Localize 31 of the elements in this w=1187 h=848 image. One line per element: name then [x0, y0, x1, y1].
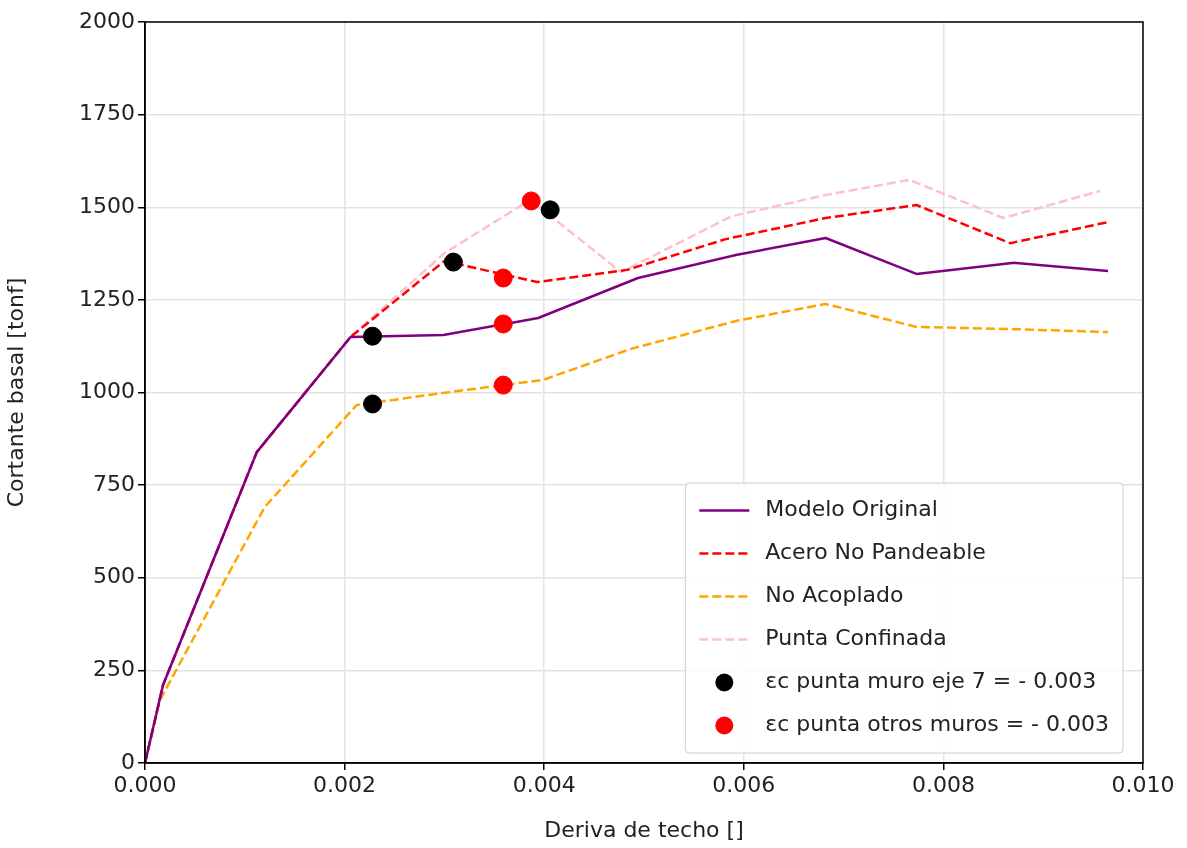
x-tick-label: 0.004 [512, 771, 576, 797]
point [521, 191, 541, 211]
x-tick-label: 0.002 [313, 771, 377, 797]
y-axis-title: Cortante basal [tonf] [2, 277, 28, 508]
y-tick-label: 500 [93, 563, 135, 589]
x-axis-title: Deriva de techo [] [544, 816, 744, 842]
x-tick-label: 0.008 [911, 771, 975, 797]
y-tick-label: 250 [93, 656, 135, 682]
point [493, 268, 513, 288]
point [493, 314, 513, 334]
point [493, 375, 513, 395]
point [540, 200, 560, 220]
x-tick-label: 0.006 [712, 771, 776, 797]
point [443, 252, 463, 272]
y-tick-label: 1500 [79, 192, 135, 218]
y-tick-label: 1750 [79, 100, 135, 126]
y-tick-label: 0 [121, 748, 135, 774]
legend-label: εc punta muro eje 7 = - 0.003 [765, 668, 1097, 694]
y-tick-label: 750 [93, 470, 135, 496]
y-tick-label: 1000 [79, 378, 135, 404]
legend-label: Modelo Original [765, 496, 938, 522]
y-tick-label: 2000 [79, 7, 135, 33]
legend-label: εc punta otros muros = - 0.003 [765, 711, 1109, 737]
legend-label: No Acoplado [765, 582, 904, 608]
legend-label: Acero No Pandeable [765, 539, 986, 565]
x-tick-label: 0.000 [113, 771, 177, 797]
y-tick-label: 1250 [79, 285, 135, 311]
point [363, 326, 383, 346]
legend-label: Punta Confinada [765, 625, 947, 651]
x-tick-label: 0.010 [1111, 771, 1175, 797]
point [363, 394, 383, 414]
